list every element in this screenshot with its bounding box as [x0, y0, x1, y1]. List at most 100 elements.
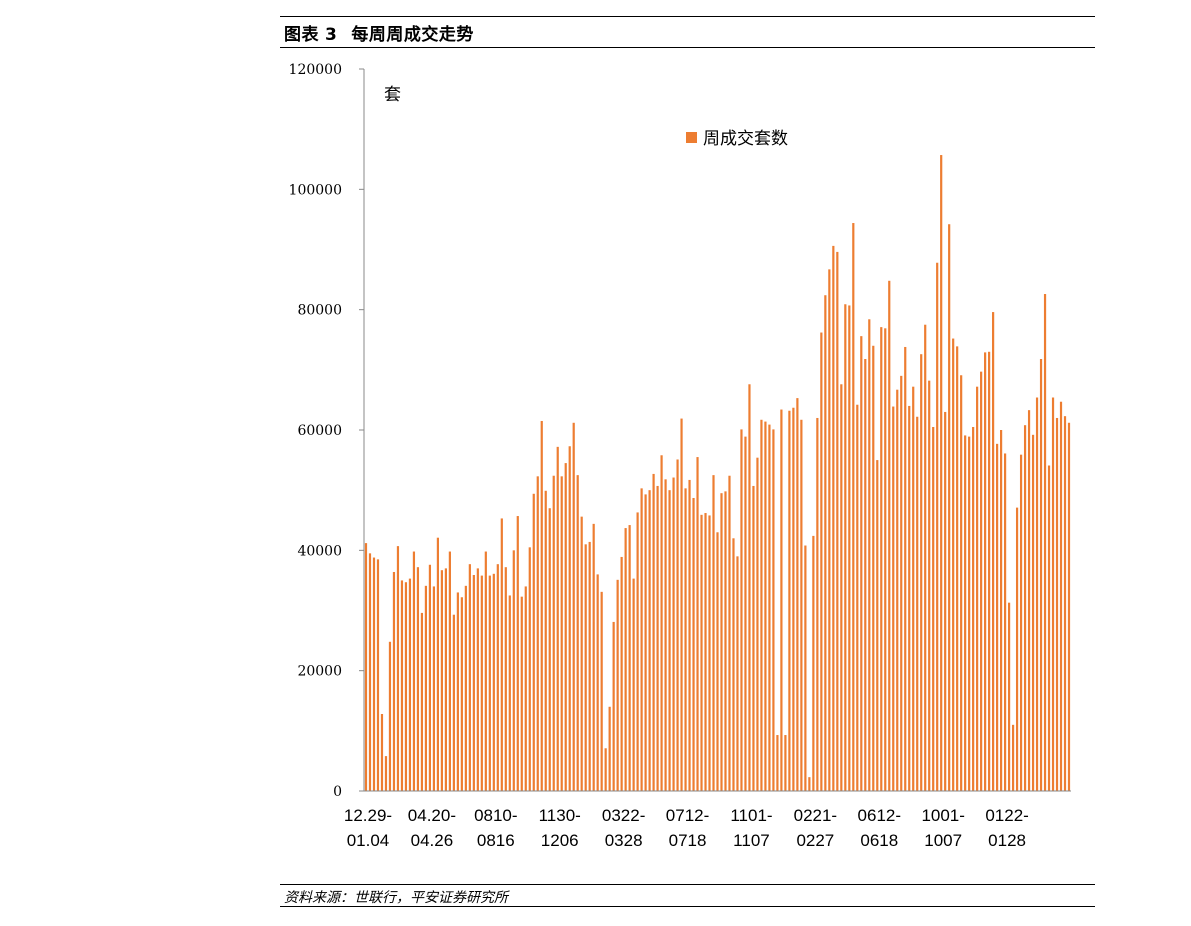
figure-number: 3 — [325, 25, 338, 45]
bar — [1019, 454, 1023, 791]
bar — [500, 518, 503, 791]
bar — [920, 354, 923, 791]
bar — [968, 436, 971, 791]
bar — [580, 516, 583, 791]
bar — [1043, 294, 1047, 791]
bar — [524, 586, 527, 791]
bar — [688, 479, 691, 791]
bar — [992, 312, 995, 791]
bar — [460, 597, 463, 791]
bar — [428, 564, 432, 791]
x-tick-label: 1001-1007 — [921, 806, 964, 850]
bar — [640, 488, 643, 791]
bar — [804, 545, 807, 791]
bar — [560, 476, 563, 791]
bar — [672, 477, 675, 791]
bar — [520, 596, 523, 791]
bar — [736, 556, 739, 791]
bar — [388, 641, 392, 791]
title-bottom-rule — [280, 47, 1095, 48]
bar — [764, 421, 767, 791]
bar — [748, 384, 751, 791]
bar — [564, 463, 567, 791]
x-tick-label: 12.29-01.04 — [344, 806, 392, 850]
bar — [752, 485, 755, 791]
bar — [1003, 453, 1007, 791]
bar — [864, 359, 867, 791]
y-tick-label: 80000 — [297, 303, 342, 319]
bar — [832, 245, 835, 791]
bar — [492, 573, 495, 791]
bar — [396, 546, 400, 791]
bar — [488, 575, 491, 791]
bar — [544, 490, 547, 791]
bar — [432, 586, 435, 791]
x-tick-label: 0221-0227 — [794, 806, 837, 850]
bar — [828, 269, 831, 791]
x-tick-label: 0322-0328 — [602, 806, 645, 850]
bar — [948, 224, 951, 792]
bar — [976, 386, 979, 791]
bar — [872, 345, 875, 791]
bar — [936, 262, 939, 791]
bar — [844, 304, 847, 791]
bar — [412, 551, 416, 791]
bar — [568, 446, 571, 791]
bar — [556, 446, 559, 791]
bar — [480, 575, 483, 791]
bar — [884, 328, 887, 791]
bar — [756, 457, 759, 791]
x-tick-label: 04.20-04.26 — [408, 806, 456, 850]
bar — [608, 706, 611, 791]
figure-title: 图表 3 每周周成交走势 — [284, 20, 474, 45]
bar — [720, 493, 723, 791]
bar — [776, 735, 779, 791]
bar — [892, 406, 895, 791]
bar — [676, 459, 679, 791]
bar — [400, 580, 404, 791]
bar — [708, 515, 711, 791]
bar — [420, 612, 424, 791]
bar — [436, 537, 439, 791]
bar — [728, 475, 731, 791]
bar — [600, 591, 603, 791]
bar — [496, 564, 499, 791]
bar — [660, 455, 663, 791]
bar — [996, 443, 999, 791]
bar — [1007, 602, 1011, 791]
bar — [424, 585, 428, 791]
bottom-rule — [280, 906, 1095, 907]
bar — [444, 568, 447, 791]
bar — [652, 473, 655, 791]
bar — [912, 386, 915, 791]
bar — [880, 327, 883, 791]
bar — [416, 567, 420, 791]
bar — [404, 582, 408, 791]
x-tick-label: 0122-0128 — [985, 806, 1028, 850]
source-top-rule — [280, 884, 1095, 885]
bar — [648, 490, 651, 791]
bar — [684, 488, 687, 791]
bar — [596, 574, 599, 791]
legend-swatch — [686, 132, 697, 143]
bar — [448, 551, 451, 791]
top-rule — [280, 16, 1095, 17]
bar — [1063, 416, 1067, 791]
figure-label: 图表 — [284, 25, 319, 45]
bar — [724, 491, 727, 791]
bar — [592, 523, 595, 791]
bar — [508, 595, 511, 791]
bar — [972, 426, 975, 791]
bar — [380, 713, 384, 791]
bar — [392, 571, 396, 791]
y-axis: 0 20000 40000 60000 80000 100000 120000 — [289, 62, 365, 800]
bar — [904, 346, 907, 791]
bar — [664, 479, 667, 791]
bar — [668, 490, 671, 791]
bar — [1011, 724, 1015, 791]
bar — [680, 418, 683, 791]
bar — [572, 422, 575, 791]
bar — [1027, 410, 1031, 791]
bar — [716, 532, 719, 791]
bar — [1047, 465, 1051, 791]
